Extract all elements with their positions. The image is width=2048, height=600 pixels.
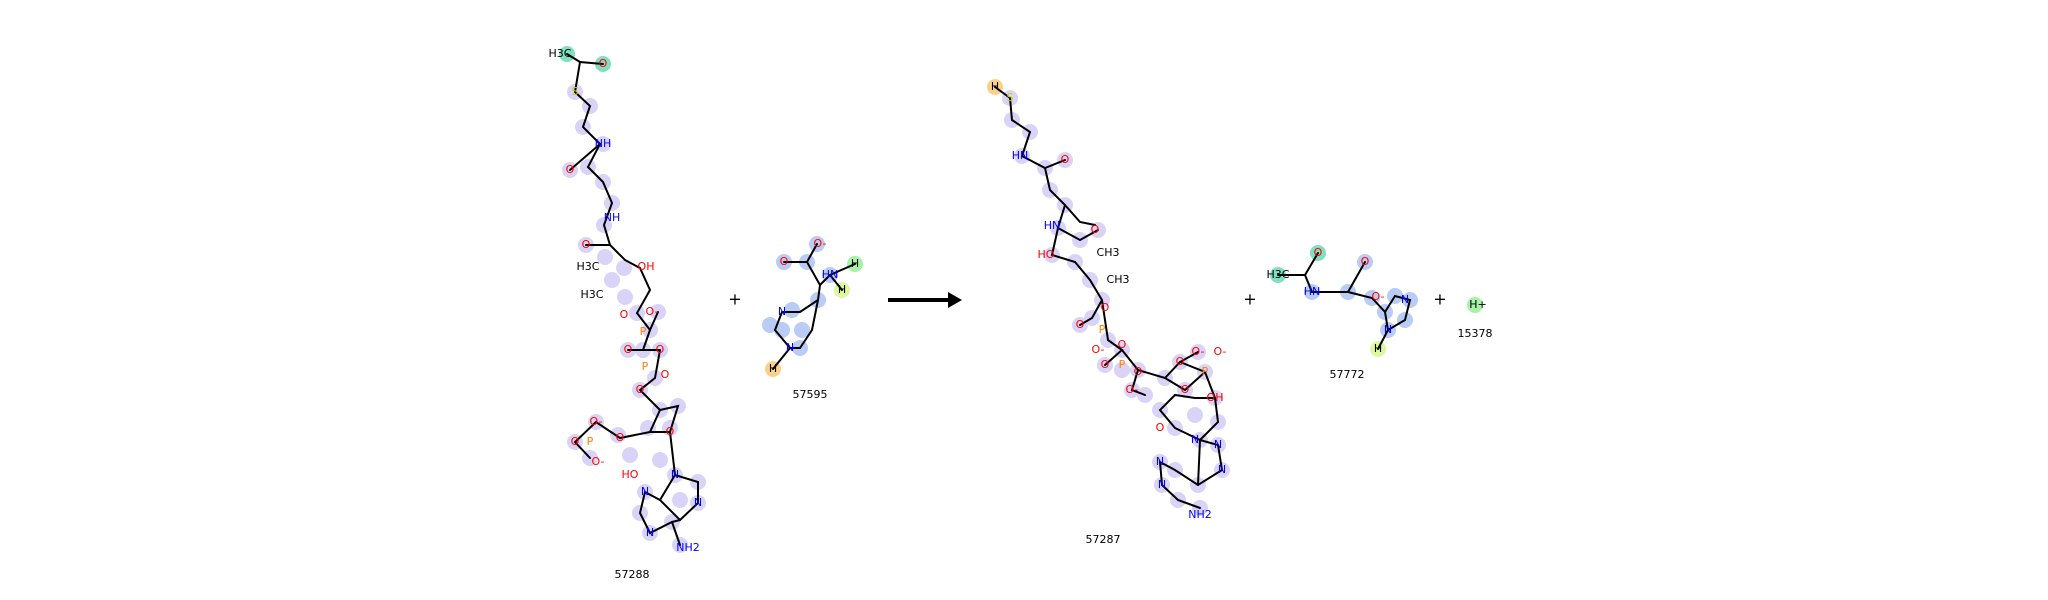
- label-nitrogen: N: [1214, 438, 1222, 451]
- label-oxygen: O: [656, 343, 665, 356]
- label-imine: HN: [1044, 219, 1061, 232]
- label-oxygen-minus: O-: [1092, 343, 1105, 356]
- label-oxygen: O: [566, 163, 575, 176]
- label-sulfur: S: [572, 85, 579, 98]
- label-phosphorus: P: [640, 325, 647, 338]
- label-methyl: CH3: [1097, 246, 1120, 259]
- label-oxygen: O: [1101, 301, 1110, 314]
- product-coa: H S HN O HN O HO CH3 CH3 O O P O O- O P …: [987, 79, 1230, 546]
- label-nitrogen: N: [694, 496, 702, 509]
- label-phosphorus: P: [587, 435, 594, 448]
- compound-id-product1: 57287: [1086, 533, 1121, 546]
- label-nh: NH: [595, 137, 612, 150]
- label-nitrogen: N: [641, 485, 649, 498]
- label-oxygen: O: [571, 435, 580, 448]
- label-methyl: CH3: [1107, 273, 1130, 286]
- reaction-arrow: [888, 292, 962, 308]
- label-oxygen: O: [582, 238, 591, 251]
- label-oxygen-minus: O-: [590, 415, 603, 428]
- label-nitrogen: N: [1156, 455, 1164, 468]
- plus-sign: +: [728, 290, 741, 309]
- label-hydrogen: H: [991, 80, 999, 93]
- plus-sign: +: [1243, 290, 1256, 309]
- label-nitrogen: N: [786, 341, 794, 354]
- label-nitrogen: N: [671, 468, 679, 481]
- label-oxygen: O: [599, 57, 608, 70]
- compound-id-product2: 57772: [1330, 368, 1365, 381]
- label-nitrogen: N: [1218, 463, 1226, 476]
- reactant-acetyl-coa: H3C O S NH O NH O OH H3C H3C O O- P O O …: [549, 46, 706, 581]
- label-methyl: H3C: [577, 260, 600, 273]
- label-oxygen: O: [620, 308, 629, 321]
- label-amine: NH2: [676, 541, 700, 554]
- label-hydroxyl: OH: [1207, 391, 1224, 404]
- label-proton: H+: [1469, 298, 1487, 311]
- label-nitrogen: N: [1384, 323, 1392, 336]
- label-oxygen-minus: O-: [592, 455, 605, 468]
- label-oxygen-minus: O-: [1214, 345, 1227, 358]
- label-methyl: H3C: [549, 47, 572, 60]
- label-oxygen: O: [1118, 338, 1127, 351]
- label-oxygen: O: [616, 431, 625, 444]
- label-oxygen: O: [1176, 355, 1185, 368]
- label-imine: HN: [1012, 149, 1029, 162]
- label-nitrogen: N: [1191, 433, 1199, 446]
- label-oxygen: O: [1134, 365, 1143, 378]
- label-amine: NH2: [1188, 508, 1212, 521]
- label-hydrogen: H: [769, 362, 777, 375]
- compound-id-reactant2: 57595: [793, 388, 828, 401]
- label-oxygen: O: [636, 383, 645, 396]
- label-hydroxyl-left: HO: [1038, 248, 1055, 261]
- compound-id-reactant1: 57288: [615, 568, 650, 581]
- label-oxygen: O: [1361, 255, 1370, 268]
- label-oxygen: O: [1091, 223, 1100, 236]
- label-methyl: H3C: [581, 288, 604, 301]
- label-nitrogen: N: [778, 305, 786, 318]
- label-hydroxyl: OH: [638, 260, 655, 273]
- label-oxygen: O: [1076, 318, 1085, 331]
- label-hydrogen: H: [851, 257, 859, 270]
- label-oxygen-minus: O-: [814, 237, 827, 250]
- label-phosphorus: P: [1119, 358, 1126, 371]
- compound-id-product3: 15378: [1458, 327, 1493, 340]
- label-oxygen-minus: O-: [1192, 345, 1205, 358]
- label-oxygen-minus: O-: [1372, 290, 1385, 303]
- label-nitrogen: N: [646, 526, 654, 539]
- label-methyl: H3C: [1267, 268, 1290, 281]
- label-oxygen: O: [1314, 246, 1323, 259]
- label-nitrogen: N: [1158, 478, 1166, 491]
- product-n-acetylhistidine: H3C O HN O O- N N H 57772: [1267, 245, 1418, 381]
- plus-sign: +: [1433, 290, 1446, 309]
- label-sulfur: S: [1007, 91, 1014, 104]
- label-oxygen: O: [1156, 421, 1165, 434]
- label-phosphorus: P: [1099, 323, 1106, 336]
- label-oxygen: O: [666, 425, 675, 438]
- label-oxygen-minus: O-: [1126, 383, 1139, 396]
- label-hydrogen: H: [838, 283, 846, 296]
- label-hydrogen: H: [1374, 342, 1382, 355]
- label-phosphorus: P: [642, 360, 649, 373]
- label-nitrogen: N: [1401, 293, 1409, 306]
- label-imine: HN: [1304, 285, 1321, 298]
- label-oxygen: O: [624, 343, 633, 356]
- label-oxygen: O: [1101, 358, 1110, 371]
- label-oxygen: O: [661, 368, 670, 381]
- label-oxygen: O: [1061, 153, 1070, 166]
- label-oxygen-minus: O-: [646, 305, 659, 318]
- label-imine: HN: [822, 268, 839, 281]
- product-proton: H+ 15378: [1458, 297, 1493, 340]
- reactant-histidine: O O- HN H H N N H 57595: [762, 236, 863, 401]
- label-oxygen: O: [1181, 383, 1190, 396]
- label-nh: NH: [604, 211, 621, 224]
- label-phosphorus: P: [1202, 365, 1209, 378]
- label-hydroxyl-left: HO: [622, 468, 639, 481]
- label-oxygen: O: [780, 255, 789, 268]
